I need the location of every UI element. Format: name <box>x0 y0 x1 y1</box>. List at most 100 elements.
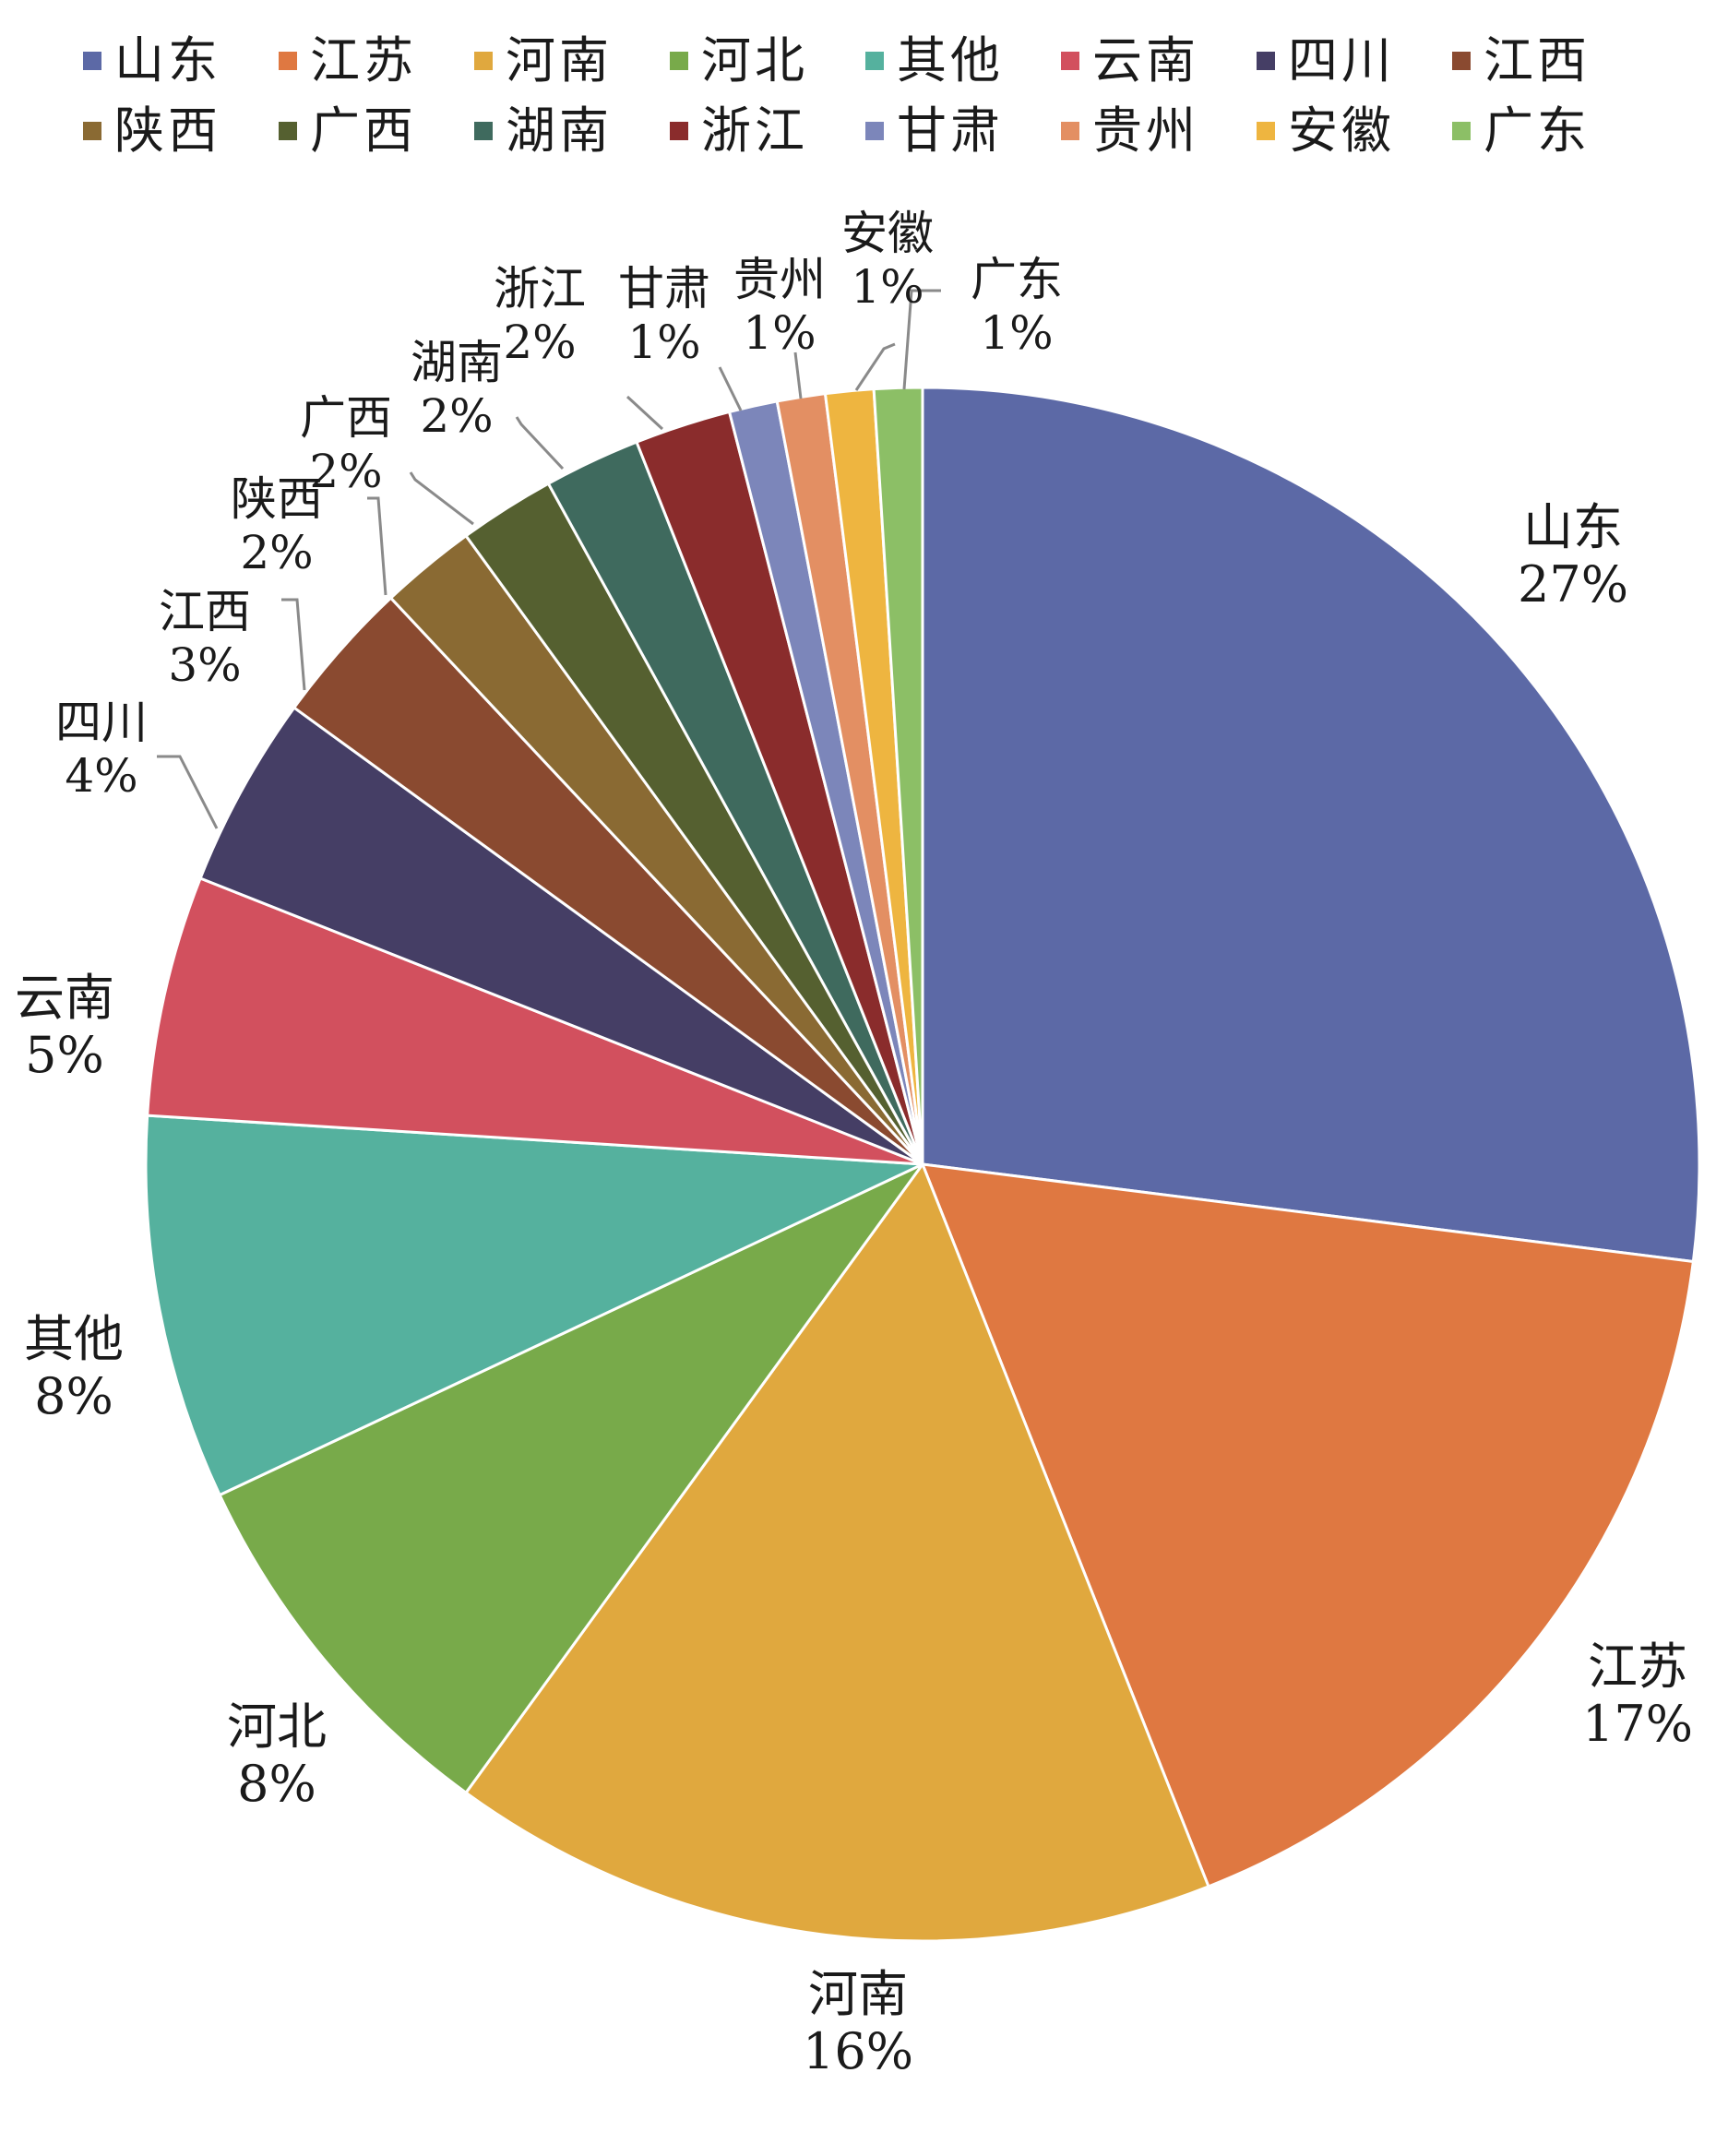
slice-name-label: 其他 <box>24 1310 124 1368</box>
legend-item: 其他 <box>865 33 1061 89</box>
legend-item: 四川 <box>1257 33 1452 89</box>
slice-name-label: 云南 <box>15 969 114 1027</box>
slice-percent-label: 2% <box>309 445 382 498</box>
legend-swatch <box>1452 122 1471 140</box>
leader-line <box>626 395 664 431</box>
legend-swatch <box>1452 52 1471 70</box>
slice-percent-label: 8% <box>237 1755 316 1813</box>
legend-label: 四川 <box>1288 31 1395 89</box>
leader-line <box>902 289 941 390</box>
slice-name-label: 广东 <box>971 253 1063 306</box>
legend-label: 甘肃 <box>897 101 1004 160</box>
legend-item: 甘肃 <box>865 103 1061 159</box>
pie-slice <box>921 386 1701 1264</box>
legend-item: 湖南 <box>474 103 670 159</box>
slice-percent-label: 17% <box>1582 1695 1693 1753</box>
legend-swatch <box>83 122 101 140</box>
slice-name-label: 河南 <box>808 1965 908 2023</box>
leader-lines <box>157 289 941 829</box>
legend-swatch <box>279 52 297 70</box>
slice-percent-label: 8% <box>34 1367 113 1425</box>
leader-line <box>367 496 387 596</box>
pie-slice <box>146 876 924 1166</box>
legend-label: 广西 <box>310 101 417 160</box>
pie-slice <box>144 1114 924 1497</box>
legend-swatch <box>865 52 884 70</box>
legend-item: 河南 <box>474 33 670 89</box>
legend-label: 江苏 <box>310 31 417 89</box>
legend-row: 山东 江苏 河南 河北 其他 云南 四川 江西 <box>83 26 1670 96</box>
leader-line <box>515 416 565 471</box>
slice-percent-label: 3% <box>168 638 241 692</box>
slice-name-label: 贵州 <box>733 253 826 306</box>
pie-slice <box>463 1161 1210 1943</box>
legend-swatch <box>670 52 688 70</box>
leader-line <box>854 342 896 391</box>
pie-slice <box>920 1162 1696 1888</box>
slice-percent-label: 5% <box>25 1026 104 1084</box>
legend-item: 贵州 <box>1061 103 1257 159</box>
leader-line <box>281 598 306 691</box>
slice-labels: 山东27%江苏17%河南16%河北8%其他8%云南5%四川4%江西3%陕西2%广… <box>15 207 1693 2080</box>
leader-line <box>157 755 219 829</box>
slice-percent-label: 4% <box>65 749 137 803</box>
pie-slices <box>144 386 1701 1943</box>
legend-swatch <box>1061 52 1079 70</box>
legend-swatch <box>279 122 297 140</box>
legend-label: 陕西 <box>114 101 221 160</box>
slice-name-label: 浙江 <box>494 262 586 316</box>
legend-item: 安徽 <box>1257 103 1452 159</box>
legend-swatch <box>865 122 884 140</box>
legend-swatch <box>474 52 493 70</box>
legend-swatch <box>670 122 688 140</box>
legend-swatch <box>1257 122 1275 140</box>
legend-swatch <box>474 122 493 140</box>
legend-swatch <box>83 52 101 70</box>
slice-percent-label: 2% <box>420 389 493 443</box>
legend-item: 广东 <box>1452 103 1648 159</box>
legend-item: 浙江 <box>670 103 865 159</box>
slice-name-label: 甘肃 <box>618 262 710 316</box>
slice-percent-label: 1% <box>743 306 816 360</box>
slice-percent-label: 16% <box>803 2022 913 2080</box>
legend-item: 江西 <box>1452 33 1648 89</box>
legend-label: 浙江 <box>701 101 808 160</box>
legend-item: 河北 <box>670 33 865 89</box>
slice-name-label: 广西 <box>300 391 392 445</box>
legend-label: 贵州 <box>1092 101 1199 160</box>
slice-percent-label: 1% <box>627 316 700 369</box>
slice-name-label: 江苏 <box>1588 1638 1687 1696</box>
pie-slice <box>198 705 924 1166</box>
pie-slice <box>872 386 924 1165</box>
slice-name-label: 江西 <box>159 585 251 638</box>
legend-label: 其他 <box>897 31 1004 89</box>
slice-percent-label: 1% <box>980 306 1053 360</box>
legend-label: 河北 <box>701 31 808 89</box>
legend-swatch <box>1061 122 1079 140</box>
legend: 山东 江苏 河南 河北 其他 云南 四川 江西陕西 广西 湖南 浙江 甘肃 贵州 安徽 广东 <box>83 26 1670 166</box>
legend-item: 云南 <box>1061 33 1257 89</box>
legend-item: 陕西 <box>83 103 279 159</box>
legend-label: 江西 <box>1484 31 1591 89</box>
slice-name-label: 陕西 <box>231 472 323 526</box>
slice-percent-label: 2% <box>240 526 313 579</box>
slice-percent-label: 1% <box>851 260 924 314</box>
legend-label: 山东 <box>114 31 221 89</box>
legend-label: 河南 <box>506 31 613 89</box>
legend-item: 广西 <box>279 103 474 159</box>
slice-percent-label: 27% <box>1518 555 1628 613</box>
legend-label: 云南 <box>1092 31 1199 89</box>
slice-name-label: 河北 <box>227 1697 327 1756</box>
legend-label: 安徽 <box>1288 101 1395 160</box>
pie-slice <box>218 1162 924 1795</box>
slice-name-label: 湖南 <box>411 336 503 389</box>
legend-item: 山东 <box>83 33 279 89</box>
leader-line <box>793 351 803 399</box>
legend-row: 陕西 广西 湖南 浙江 甘肃 贵州 安徽 广东 <box>83 96 1670 166</box>
slice-percent-label: 2% <box>503 316 576 369</box>
slice-name-label: 四川 <box>55 696 148 749</box>
slice-name-label: 安徽 <box>841 207 934 260</box>
legend-label: 广东 <box>1484 101 1591 160</box>
leader-line <box>409 471 474 526</box>
